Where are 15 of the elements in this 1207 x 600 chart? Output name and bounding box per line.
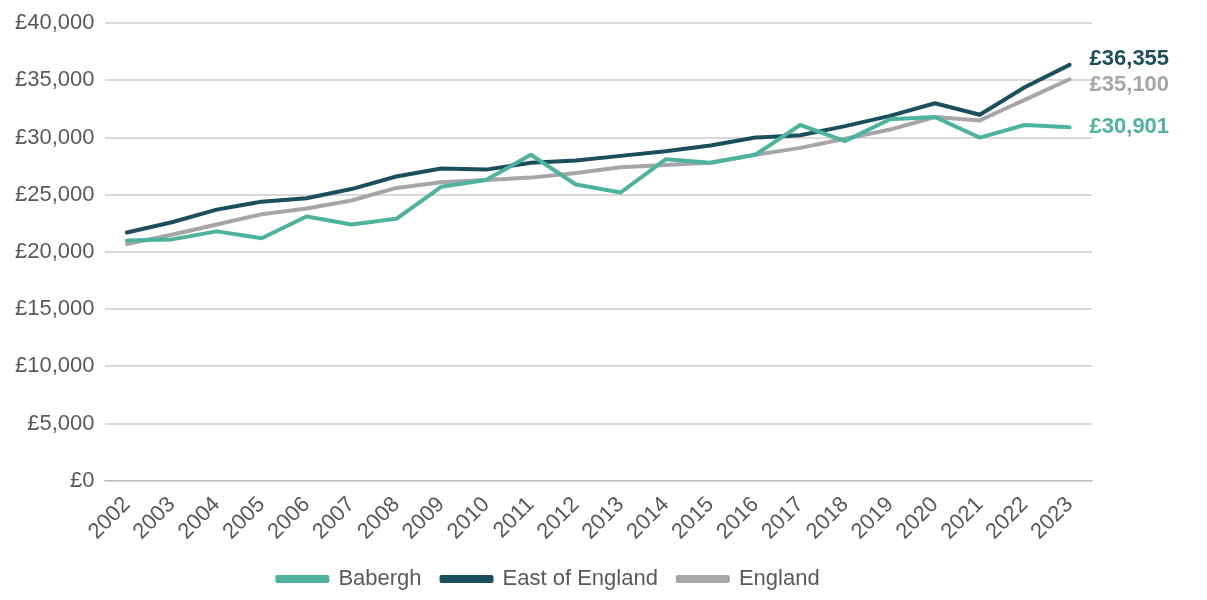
annotation: £35,100 <box>1089 71 1170 97</box>
annotation: £30,901 <box>1089 113 1170 139</box>
y-tick-label: £20,000 <box>14 238 95 264</box>
y-tick-label: £10,000 <box>14 352 95 378</box>
y-tick-label: £25,000 <box>14 180 95 206</box>
y-tick-label: £15,000 <box>14 295 95 321</box>
y-tick-label: £5,000 <box>27 409 95 435</box>
legend-label: East of England <box>502 565 658 591</box>
y-tick-label: £0 <box>70 466 95 492</box>
y-tick-label: £30,000 <box>14 123 95 149</box>
annotation: £36,355 <box>1089 45 1170 71</box>
legend-label: England <box>738 565 820 591</box>
y-tick-label: £40,000 <box>14 9 95 35</box>
y-tick-label: £35,000 <box>14 66 95 92</box>
legend-label: Babergh <box>338 565 422 591</box>
